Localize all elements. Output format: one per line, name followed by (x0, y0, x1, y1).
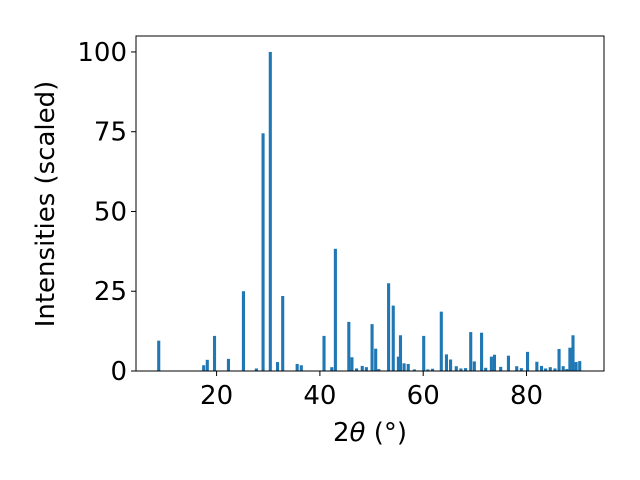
bar (391, 305, 395, 371)
bar (519, 368, 523, 371)
bar (360, 365, 364, 371)
x-tick-label: 60 (407, 381, 440, 411)
bar (295, 363, 299, 371)
bar (484, 367, 488, 371)
bar (561, 366, 565, 371)
bar (568, 347, 572, 371)
bar (261, 133, 265, 371)
plot-frame (135, 35, 605, 372)
bar (396, 356, 400, 371)
bar (454, 366, 458, 371)
bar (571, 335, 575, 371)
bar (430, 368, 435, 371)
bar (439, 311, 443, 371)
bar (275, 362, 280, 371)
bar (449, 359, 453, 371)
bar (459, 368, 463, 371)
y-tick-label: 0 (110, 357, 127, 387)
bar (422, 335, 426, 371)
bar (268, 51, 272, 371)
bar (515, 366, 519, 371)
bar (553, 368, 557, 371)
y-tick-label: 75 (94, 118, 127, 148)
bar (426, 369, 430, 371)
x-axis-ticks: 20 40 60 80 (200, 371, 543, 411)
bar (412, 369, 416, 371)
bar (377, 369, 381, 371)
y-axis-ticks: 0 25 50 75 100 (77, 38, 136, 387)
bar (557, 348, 561, 371)
y-tick-label: 100 (77, 38, 127, 68)
x-axis-label: 2θ (°) (333, 418, 407, 448)
bar (535, 361, 539, 371)
bar (355, 368, 359, 371)
x-tick-label: 40 (303, 381, 336, 411)
bar (539, 365, 544, 371)
x-axis-label-theta: θ (350, 418, 366, 448)
bar (548, 367, 552, 371)
bar (281, 296, 285, 371)
bar (370, 324, 374, 371)
bar (578, 361, 582, 371)
bars-group (157, 51, 582, 371)
bar (202, 365, 206, 371)
bar (406, 363, 410, 371)
bar (526, 351, 530, 371)
x-axis-label-unit: (°) (365, 418, 407, 448)
bar (226, 358, 231, 371)
bar (489, 356, 493, 371)
bar (330, 367, 334, 371)
bar (364, 367, 368, 371)
x-axis-label-main: 2 (333, 418, 350, 448)
bar (205, 359, 209, 371)
bar (347, 321, 351, 371)
bar (444, 354, 448, 371)
bar (299, 365, 303, 371)
bar (472, 361, 476, 371)
bar (402, 363, 406, 371)
bar (574, 362, 578, 371)
bar (480, 332, 484, 371)
bar (492, 354, 497, 371)
bar (374, 348, 378, 371)
bar (157, 340, 161, 371)
y-axis-label: Intensities (scaled) (31, 81, 61, 328)
x-tick-label: 80 (510, 381, 543, 411)
bar (544, 368, 548, 371)
bar (506, 355, 510, 371)
bar (387, 283, 391, 371)
bar (254, 368, 258, 371)
bar (212, 335, 217, 371)
x-tick-label: 20 (200, 381, 233, 411)
bar (565, 369, 569, 371)
bar (464, 368, 468, 371)
bar (499, 366, 503, 371)
y-tick-label: 50 (94, 197, 127, 227)
y-tick-label: 25 (94, 277, 127, 307)
bar (241, 291, 245, 371)
bar (398, 335, 403, 371)
bar (333, 248, 337, 371)
bar (322, 335, 326, 371)
bar (350, 357, 354, 371)
bar (469, 332, 473, 371)
